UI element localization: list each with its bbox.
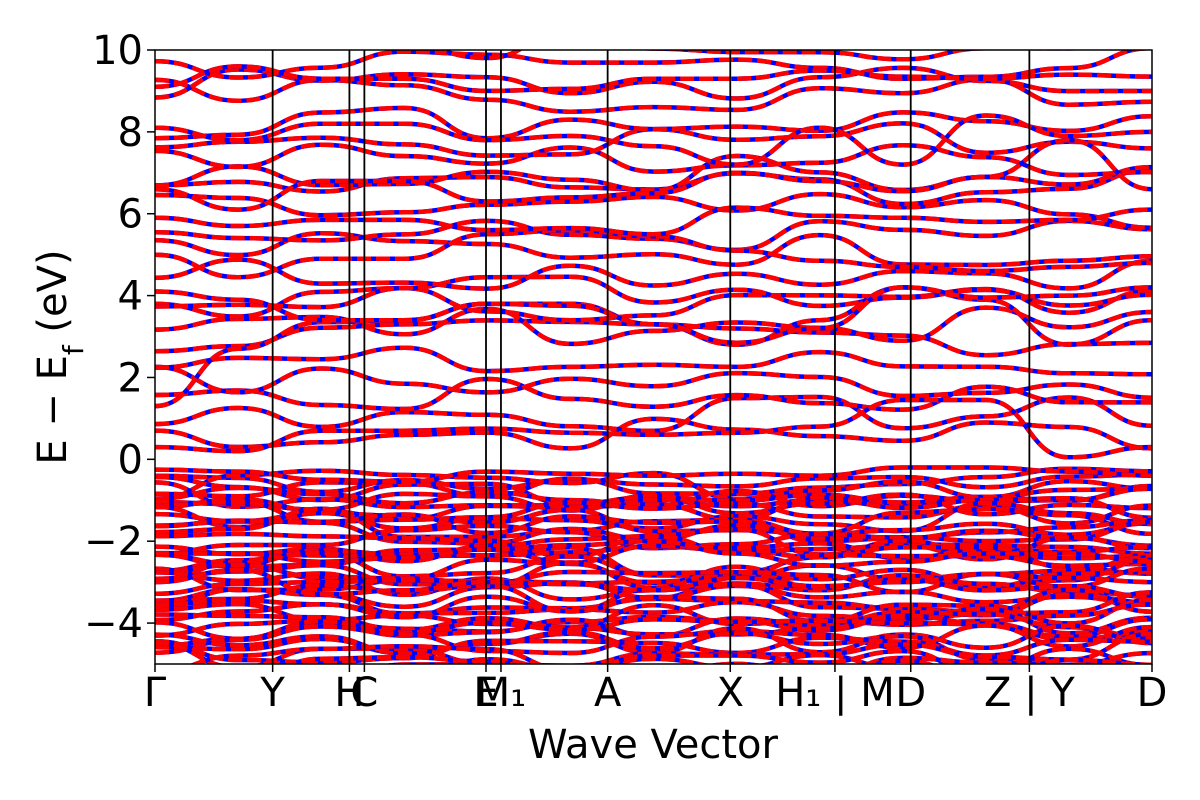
band-spin-down: [155, 285, 1152, 345]
band-spin-down: [155, 506, 1152, 540]
band-spin-down: [155, 570, 1152, 602]
y-axis-ticks: −4 −2 0 2 4 6 8 10: [84, 28, 155, 647]
band-spin-down: [155, 231, 1152, 268]
x-tick-label: C: [350, 670, 378, 716]
band-spin-down: [155, 538, 1152, 569]
band-spin-down: [155, 541, 1152, 569]
band-spin-down: [155, 472, 1152, 495]
band-spin-down: [287, 654, 1090, 664]
band-spin-down: [155, 623, 1152, 656]
band-spin-down: [155, 640, 1128, 664]
y-tick-label: 0: [118, 437, 143, 483]
band-spin-down: [189, 644, 1152, 664]
band-spin-down: [155, 137, 1152, 212]
band-spin-down: [155, 257, 1152, 291]
y-tick-label: 6: [118, 192, 143, 238]
band-spin-down: [155, 491, 1152, 517]
y-tick-label: 8: [118, 110, 143, 156]
x-tick-label: M₁: [476, 670, 527, 716]
x-tick-label: Y: [259, 670, 285, 716]
band-spin-down: [155, 567, 1152, 597]
x-axis-title: Wave Vector: [528, 722, 779, 768]
band-spin-down: [155, 416, 1152, 451]
band-spin-down: [155, 499, 1152, 526]
y-axis-title: E − Ef (eV): [30, 249, 90, 464]
x-tick-label: D: [1137, 670, 1168, 716]
band-spin-down: [155, 364, 1152, 400]
band-spin-down: [155, 113, 1152, 167]
y-tick-label: −2: [84, 519, 143, 565]
band-spin-down: [155, 550, 1152, 579]
band-spin-down: [155, 64, 1152, 94]
band-spin-down: [155, 480, 1152, 510]
band-spin-down: [155, 153, 1152, 193]
y-tick-label: 2: [118, 355, 143, 401]
band-spin-down: [451, 648, 1152, 664]
band-spin-down: [155, 376, 1152, 412]
band-spin-down: [155, 609, 1152, 642]
band-spin-down: [155, 218, 1152, 253]
band-spin-down: [155, 397, 1152, 460]
y-tick-label: 10: [92, 28, 143, 74]
band-spin-down: [155, 601, 1152, 630]
band-spin-down: [155, 345, 1152, 377]
x-tick-label: A: [594, 670, 622, 716]
band-spin-down: [155, 594, 1152, 626]
x-tick-label: Z | Y: [984, 670, 1075, 716]
band-spin-down: [155, 590, 1152, 622]
x-tick-label: H₁ | M: [775, 670, 895, 716]
band-spin-down: [155, 533, 1152, 564]
band-spin-down: [155, 465, 1152, 485]
band-spin-down: [155, 629, 1152, 662]
y-tick-label: −4: [84, 601, 143, 647]
kpoint-vertical-lines: [271, 50, 1031, 664]
band-spin-down: [155, 394, 1152, 434]
band-spin-down: [155, 105, 1152, 141]
band-spin-down: [155, 191, 1152, 231]
band-spin-down: [155, 142, 1152, 178]
band-lines: [155, 50, 1152, 664]
x-tick-label: D: [895, 670, 926, 716]
y-tick-label: 4: [118, 274, 143, 320]
band-spin-down: [155, 305, 1152, 347]
x-tick-label: H: [334, 670, 364, 716]
x-tick-label: Γ: [144, 670, 167, 716]
band-spin-down: [155, 606, 1152, 638]
band-spin-down: [155, 205, 1152, 237]
x-tick-label: E: [473, 670, 498, 716]
band-spin-down: [155, 500, 1152, 534]
band-spin-down: [155, 504, 1152, 537]
x-tick-label: X: [717, 670, 744, 716]
band-spin-down: [155, 495, 1152, 522]
plot-frame: [154, 49, 1153, 665]
band-spin-down: [155, 274, 1152, 310]
